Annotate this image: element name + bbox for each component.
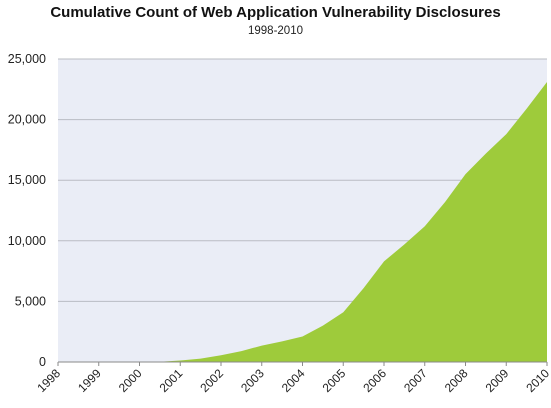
chart-subtitle: 1998-2010 [248,25,303,37]
data-series-area [58,82,547,362]
x-tick-label: 2004 [279,366,308,395]
x-tick-label: 2008 [442,366,471,395]
x-tick-label: 2007 [401,366,430,395]
y-tick-label: 20,000 [8,113,46,127]
x-axis-tick-labels: 1998 1999 2000 2001 2002 2003 2004 2005 2006 2007… [34,362,551,395]
x-tick-label: 2010 [523,366,551,395]
y-tick-label: 25,000 [8,52,46,66]
x-tick-label: 1998 [34,366,63,395]
x-tick-label: 2005 [320,366,349,395]
x-tick-label: 2009 [483,366,512,395]
x-tick-label: 1999 [75,366,104,395]
y-axis-tick-labels: 0 5,000 10,000 15,000 20,000 25,000 [8,52,46,369]
x-tick-label: 2006 [360,366,389,395]
x-tick-label: 2002 [197,366,226,395]
x-tick-label: 2003 [238,366,267,395]
x-tick-label: 2001 [157,366,186,395]
y-tick-label: 0 [39,355,46,369]
chart-title: Cumulative Count of Web Application Vuln… [50,4,501,21]
x-tick-label: 2000 [116,366,145,395]
y-tick-label: 15,000 [8,173,46,187]
y-tick-label: 10,000 [8,234,46,248]
y-tick-label: 5,000 [15,294,46,308]
